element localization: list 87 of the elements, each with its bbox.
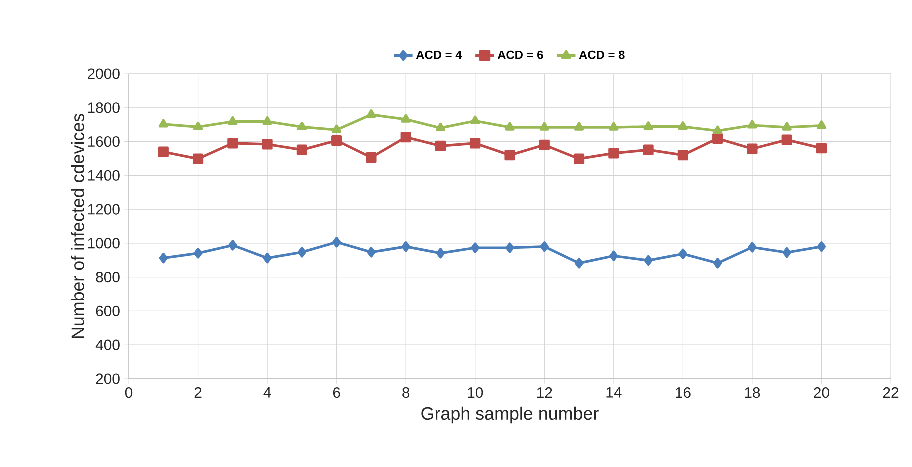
x-tick-label: 20 <box>814 388 830 398</box>
y-tick-label: 800 <box>96 272 120 283</box>
point <box>296 144 308 156</box>
point <box>574 122 584 131</box>
point <box>332 237 342 248</box>
y-tick-label: 2000 <box>88 68 120 80</box>
point <box>748 120 758 129</box>
point <box>194 248 203 259</box>
y-tick-label: 200 <box>96 374 120 384</box>
point <box>574 258 584 269</box>
point <box>158 119 168 128</box>
point <box>228 138 238 149</box>
point <box>817 242 826 252</box>
point <box>782 134 792 146</box>
point <box>367 247 376 258</box>
point <box>505 122 515 131</box>
x-tick-label: 10 <box>468 388 484 398</box>
point <box>539 140 550 150</box>
point <box>297 122 307 130</box>
point <box>332 124 342 134</box>
point <box>714 258 722 269</box>
x-tick-label: 2 <box>194 388 202 398</box>
x-tick-label: 8 <box>402 388 410 398</box>
point <box>816 120 826 130</box>
point <box>228 240 238 251</box>
point <box>747 144 758 154</box>
point <box>262 139 273 150</box>
y-tick-label: 600 <box>96 306 120 316</box>
point <box>471 242 480 254</box>
x-tick-label: 6 <box>333 388 340 398</box>
point <box>506 242 514 254</box>
y-tick-label: 1000 <box>88 238 120 249</box>
point <box>158 146 169 158</box>
point <box>194 122 204 130</box>
point <box>228 116 238 126</box>
point <box>436 122 446 132</box>
legend-label: ACD = 4 <box>416 50 462 60</box>
y-axis-title: Number of infected cdevices <box>71 114 84 338</box>
point <box>332 135 342 146</box>
y-tick-label: 1800 <box>88 102 120 114</box>
point <box>400 132 412 143</box>
x-tick-label: 0 <box>125 388 133 398</box>
point <box>610 250 618 262</box>
x-tick-label: 12 <box>537 388 552 398</box>
legend-label: ACD = 6 <box>498 50 544 60</box>
point <box>644 255 653 266</box>
point <box>643 144 654 156</box>
point <box>678 150 688 161</box>
point <box>540 122 550 131</box>
point <box>782 247 792 258</box>
point <box>504 150 516 161</box>
point <box>436 248 446 259</box>
y-tick-label: 1600 <box>88 136 120 148</box>
point <box>748 242 757 253</box>
x-tick-label: 16 <box>676 388 691 398</box>
point <box>470 138 481 149</box>
point <box>192 154 204 164</box>
point <box>263 253 272 264</box>
point <box>713 126 723 134</box>
point <box>574 154 585 164</box>
point <box>782 122 792 131</box>
point <box>540 242 549 252</box>
point <box>366 152 377 163</box>
point <box>366 110 376 118</box>
x-tick-label: 18 <box>745 388 760 398</box>
x-axis-title: Graph sample number <box>422 406 599 424</box>
y-tick-label: 1200 <box>88 204 120 215</box>
point <box>644 122 654 130</box>
point <box>712 133 724 144</box>
x-tick-label: 4 <box>264 388 272 398</box>
point <box>402 242 410 252</box>
x-tick-label: 22 <box>883 388 899 398</box>
point <box>678 248 688 260</box>
point <box>609 122 619 131</box>
point <box>608 148 620 159</box>
point <box>470 116 480 124</box>
y-tick-label: 1400 <box>88 170 120 181</box>
x-tick-label: 14 <box>606 388 622 398</box>
y-tick-label: 400 <box>96 340 120 350</box>
point <box>262 116 272 126</box>
legend-label: ACD = 8 <box>579 50 625 60</box>
point <box>298 247 306 258</box>
point <box>678 122 688 130</box>
point <box>401 114 411 123</box>
point <box>816 143 828 154</box>
point <box>159 253 168 264</box>
point <box>435 140 446 152</box>
